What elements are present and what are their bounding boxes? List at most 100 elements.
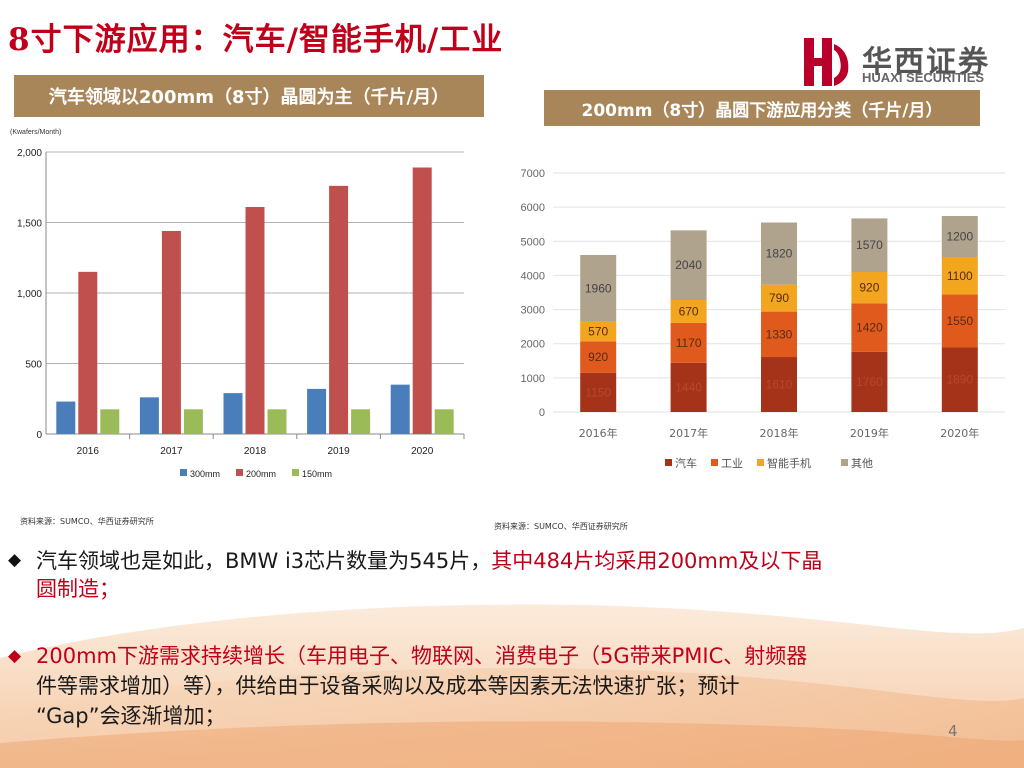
application-stacked-bar-chart: 0 1000 2000 3000 4000 5000 6000 7000 1150 920 570 1… — [521, 168, 1005, 470]
bar-200mm-2016 — [78, 271, 98, 434]
legend-label-其他: 其他 — [851, 457, 873, 470]
y-tick-label: 1000 — [521, 373, 545, 385]
y-tick-label: 1,500 — [17, 219, 42, 230]
bar-300mm-2019 — [307, 388, 327, 434]
bullet-2-line-2: 件等需求增加）等），供给由于设备采购以及成本等因素无法快速扩张；预计 — [36, 674, 740, 698]
bar-汽车-2020年 — [941, 347, 978, 412]
bar-300mm-2020 — [390, 384, 410, 434]
legend-label-200mm: 200mm — [246, 469, 276, 479]
x-tick-label: 2020年 — [940, 426, 979, 440]
bar-150mm-2019 — [351, 409, 371, 434]
data-label-智能手机-2018年: 790 — [769, 291, 789, 305]
data-label-工业-2017年: 1170 — [676, 336, 702, 350]
data-label-其他-2020年: 1200 — [946, 230, 973, 244]
huaxi-logo-mark-icon — [804, 38, 849, 86]
right-chart-header: 200mm（8寸）晶圆下游应用分类（千片/月） — [544, 90, 980, 126]
legend-label-150mm: 150mm — [302, 469, 332, 479]
bullet-1-line-1: 汽车领域也是如此，BMW i3芯片数量为545片，其中484片均采用200mm及… — [36, 548, 822, 575]
bar-汽车-2017年 — [670, 362, 707, 412]
data-label-汽车-2016年: 1150 — [585, 385, 611, 399]
data-label-智能手机-2019年: 920 — [859, 281, 879, 295]
bar-工业-2016年 — [580, 341, 617, 373]
data-label-汽车-2020年: 1890 — [946, 373, 973, 387]
x-tick-label: 2016 — [77, 446, 100, 457]
bar-工业-2020年 — [941, 294, 978, 348]
bar-汽车-2016年 — [580, 372, 617, 412]
data-label-汽车-2017年: 1440 — [675, 380, 702, 394]
bar-300mm-2018 — [223, 393, 243, 434]
data-label-其他-2016年: 1960 — [585, 281, 612, 295]
bar-其他-2020年 — [941, 216, 978, 257]
bar-智能手机-2018年 — [761, 284, 797, 312]
y-axis-label: (Kwafers/Month) — [10, 129, 61, 136]
legend-swatch-工业 — [711, 459, 718, 466]
bullet-diamond-icon: ◆ — [8, 646, 22, 666]
page-title: 8寸下游应用：汽车/智能手机/工业 — [8, 22, 504, 58]
y-tick-label: 1,000 — [17, 289, 42, 300]
x-tick-label: 2017 — [160, 446, 183, 457]
bar-150mm-2017 — [183, 409, 203, 434]
bar-工业-2018年 — [761, 311, 797, 358]
bar-其他-2017年 — [670, 230, 707, 301]
x-tick-label: 2019年 — [850, 426, 889, 440]
legend-label-工业: 工业 — [721, 457, 743, 470]
data-label-智能手机-2016年: 570 — [588, 325, 608, 339]
legend-swatch-汽车 — [665, 459, 672, 466]
x-tick-label: 2019 — [327, 446, 350, 457]
bar-其他-2019年 — [851, 218, 888, 273]
y-tick-label: 6000 — [521, 202, 545, 214]
bar-150mm-2018 — [267, 409, 287, 434]
y-tick-label: 3000 — [521, 305, 545, 317]
y-tick-label: 5000 — [521, 236, 545, 248]
bar-200mm-2017 — [161, 230, 181, 434]
data-label-汽车-2019年: 1760 — [856, 375, 883, 389]
legend-label-智能手机: 智能手机 — [767, 456, 811, 470]
bullet-1-line-2: 圆制造； — [36, 577, 120, 601]
page-number: 4 — [948, 722, 958, 740]
bar-其他-2018年 — [761, 222, 797, 285]
bar-智能手机-2016年 — [580, 321, 617, 342]
bar-智能手机-2017年 — [670, 300, 707, 323]
bar-150mm-2016 — [100, 409, 120, 434]
legend-label-300mm: 300mm — [190, 469, 220, 479]
bar-工业-2019年 — [851, 303, 888, 352]
bullet-diamond-icon: ◆ — [8, 550, 22, 570]
x-tick-label: 2018 — [244, 446, 267, 457]
bar-200mm-2018 — [245, 206, 265, 434]
y-tick-label: 2,000 — [17, 148, 42, 159]
data-label-汽车-2018年: 1610 — [766, 378, 793, 392]
data-label-工业-2020年: 1550 — [946, 314, 973, 328]
data-label-其他-2019年: 1570 — [856, 238, 883, 252]
data-label-智能手机-2017年: 670 — [679, 304, 699, 318]
bar-200mm-2020 — [412, 167, 432, 434]
bullet-1-text-red: 其中484片均采用200mm及以下晶 — [491, 549, 823, 573]
bar-工业-2017年 — [670, 322, 707, 363]
bullet-1-text-black: 汽车领域也是如此，BMW i3芯片数量为545片， — [36, 549, 492, 573]
left-chart-header: 汽车领域以200mm（8寸）晶圆为主（千片/月） — [14, 75, 484, 117]
data-label-其他-2018年: 1820 — [766, 247, 793, 261]
footer-decoration — [0, 604, 1024, 768]
legend-swatch-150mm — [292, 469, 299, 476]
y-tick-label: 4000 — [521, 270, 545, 282]
logo-text-cn: 华西证券 — [862, 45, 990, 80]
legend-swatch-其他 — [841, 459, 848, 466]
data-label-工业-2016年: 920 — [588, 350, 608, 364]
bar-智能手机-2019年 — [851, 272, 888, 304]
y-tick-label: 2000 — [521, 339, 545, 351]
bar-智能手机-2020年 — [941, 256, 978, 295]
bar-汽车-2019年 — [851, 351, 888, 412]
legend-swatch-智能手机 — [757, 459, 764, 466]
y-tick-label: 0 — [539, 407, 545, 419]
x-tick-label: 2020 — [411, 446, 434, 457]
legend-label-汽车: 汽车 — [675, 456, 697, 470]
bullet-2-line-3: “Gap”会逐渐增加； — [36, 704, 226, 728]
bullet-2-line-1: 200mm下游需求持续增长（车用电子、物联网、消费电子（5G带来PMIC、射频器 — [36, 644, 808, 668]
right-source-note: 资料来源：SUMCO、华西证券研究所 — [494, 522, 628, 531]
bar-300mm-2017 — [139, 397, 159, 434]
bar-150mm-2020 — [434, 409, 454, 434]
y-tick-label: 0 — [36, 430, 42, 441]
legend-swatch-300mm — [180, 469, 187, 476]
bar-汽车-2018年 — [761, 357, 797, 412]
x-tick-label: 2018年 — [760, 426, 799, 440]
data-label-工业-2018年: 1330 — [766, 327, 793, 341]
